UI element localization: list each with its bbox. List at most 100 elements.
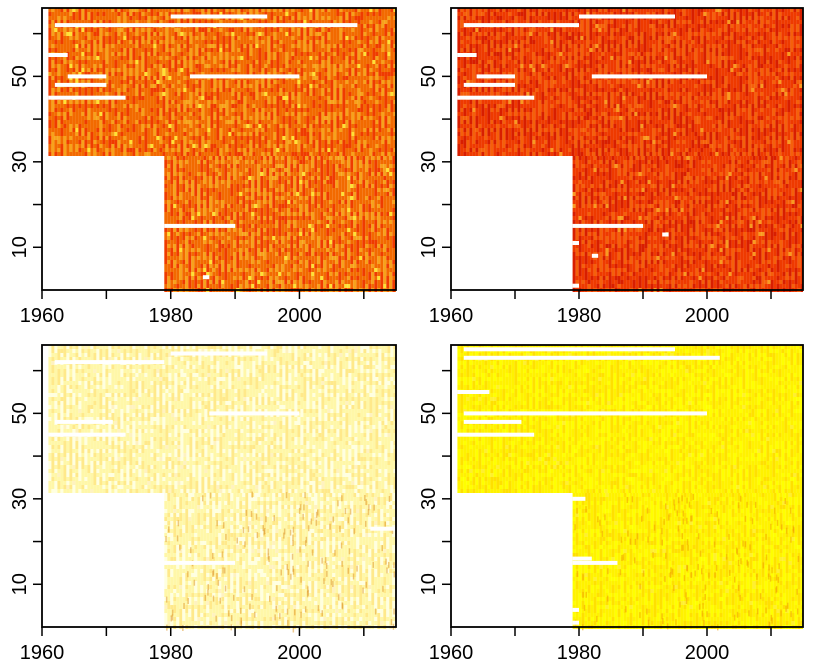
- heatmap-cell: [57, 68, 60, 72]
- heatmap-cell: [123, 44, 126, 48]
- heatmap-cell: [135, 48, 138, 52]
- heatmap-cell: [251, 176, 254, 180]
- heatmap-cell: [153, 12, 156, 16]
- heatmap-cell: [117, 48, 120, 52]
- heatmap-cell: [147, 112, 150, 116]
- heatmap-cell: [207, 32, 210, 36]
- heatmap-cell: [215, 180, 218, 184]
- heatmap-cell: [237, 148, 240, 152]
- heatmap-cell: [266, 180, 269, 184]
- heatmap-cell: [312, 132, 315, 136]
- heatmap-cell: [114, 100, 117, 104]
- heatmap-cell: [276, 32, 279, 36]
- heatmap-cell: [302, 188, 305, 192]
- heatmap-cell: [326, 180, 329, 184]
- heatmap-cell: [147, 64, 150, 68]
- heatmap-cell: [335, 160, 338, 164]
- heatmap-cell: [186, 44, 189, 48]
- heatmap-cell: [255, 48, 258, 52]
- heatmap-cell: [60, 88, 63, 92]
- heatmap-cell: [165, 64, 168, 68]
- heatmap-cell: [327, 96, 330, 100]
- heatmap-cell: [171, 32, 174, 36]
- heatmap-cell: [273, 40, 276, 44]
- heatmap-cell: [201, 52, 204, 56]
- heatmap-cell: [345, 60, 348, 64]
- heatmap-cell: [381, 52, 384, 56]
- heatmap-cell: [174, 36, 177, 40]
- heatmap-cell: [302, 176, 305, 180]
- heatmap-cell: [383, 188, 386, 192]
- heatmap-cell: [339, 104, 342, 108]
- heatmap-cell: [303, 152, 306, 156]
- heatmap-cell: [210, 140, 213, 144]
- heatmap-cell: [273, 84, 276, 88]
- heatmap-cell: [294, 56, 297, 60]
- heatmap-cell: [360, 116, 363, 120]
- heatmap-cell: [360, 88, 363, 92]
- heatmap-cell: [222, 32, 225, 36]
- heatmap-cell: [147, 152, 150, 156]
- heatmap-cell: [342, 92, 345, 96]
- heatmap-cell: [300, 120, 303, 124]
- heatmap-cell: [192, 48, 195, 52]
- heatmap-cell: [243, 92, 246, 96]
- heatmap-cell: [78, 108, 81, 112]
- heatmap-cell: [96, 68, 99, 72]
- heatmap-cell: [357, 64, 360, 68]
- heatmap-cell: [174, 84, 177, 88]
- heatmap-cell: [318, 124, 321, 128]
- heatmap-cell: [240, 88, 243, 92]
- heatmap-cell: [72, 68, 75, 72]
- heatmap-cell: [222, 60, 225, 64]
- heatmap-cell: [117, 32, 120, 36]
- heatmap-cell: [317, 172, 320, 176]
- heatmap-cell: [72, 60, 75, 64]
- heatmap-cell: [123, 60, 126, 64]
- heatmap-cell: [270, 88, 273, 92]
- heatmap-cell: [165, 152, 168, 156]
- heatmap-cell: [260, 156, 263, 160]
- heatmap-cell: [321, 28, 324, 32]
- heatmap-cell: [132, 80, 135, 84]
- heatmap-cell: [111, 36, 114, 40]
- heatmap-cell: [270, 120, 273, 124]
- heatmap-cell: [336, 84, 339, 88]
- heatmap-cell: [392, 188, 395, 192]
- heatmap-cell: [207, 64, 210, 68]
- heatmap-cell: [147, 88, 150, 92]
- heatmap-cell: [197, 180, 200, 184]
- heatmap-cell: [357, 80, 360, 84]
- heatmap-cell: [105, 40, 108, 44]
- heatmap-cell: [237, 36, 240, 40]
- heatmap-cell: [203, 168, 206, 172]
- heatmap-cell: [201, 40, 204, 44]
- heatmap-cell: [173, 156, 176, 160]
- heatmap-cell: [237, 84, 240, 88]
- heatmap-cell: [258, 88, 261, 92]
- heatmap-cell: [63, 44, 66, 48]
- heatmap-cell: [339, 72, 342, 76]
- heatmap-cell: [228, 108, 231, 112]
- heatmap-cell: [108, 140, 111, 144]
- heatmap-cell: [267, 120, 270, 124]
- heatmap-cell: [54, 136, 57, 140]
- heatmap-cell: [230, 164, 233, 168]
- heatmap-cell: [339, 144, 342, 148]
- heatmap-cell: [177, 124, 180, 128]
- heatmap-cell: [189, 80, 192, 84]
- heatmap-cell: [348, 52, 351, 56]
- heatmap-cell: [195, 56, 198, 60]
- heatmap-cell: [81, 152, 84, 156]
- heatmap-cell: [165, 132, 168, 136]
- heatmap-cell: [167, 168, 170, 172]
- heatmap-cell: [66, 40, 69, 44]
- heatmap-cell: [57, 120, 60, 124]
- heatmap-cell: [372, 68, 375, 72]
- heatmap-cell: [90, 68, 93, 72]
- heatmap-cell: [318, 40, 321, 44]
- heatmap-cell: [129, 112, 132, 116]
- heatmap-cell: [369, 80, 372, 84]
- heatmap-cell: [234, 36, 237, 40]
